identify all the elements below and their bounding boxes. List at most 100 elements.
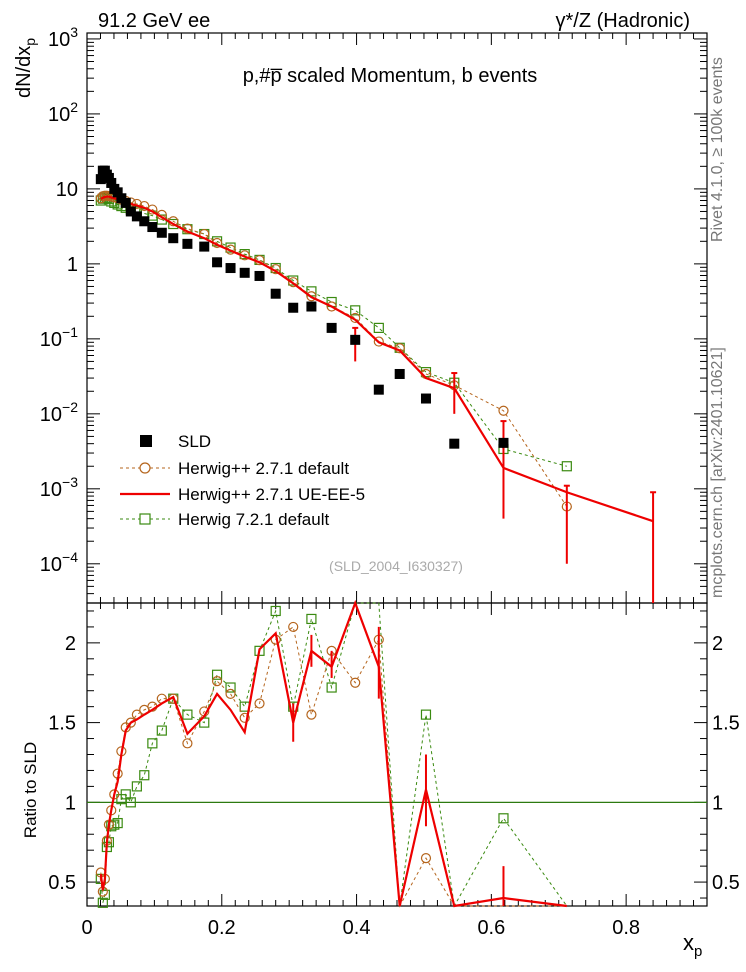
- upper-series-group: [95, 165, 657, 603]
- ratio-herwig7-point: [270, 605, 281, 617]
- ratio-tick-label-right: 1.5: [712, 713, 740, 735]
- ratio-herwig-default-point: [288, 621, 299, 633]
- herwig-default-point: [326, 301, 337, 312]
- y-tick-label: 10−2: [40, 399, 78, 426]
- ratio-tick-label-left: 1.5: [48, 713, 76, 735]
- ratio-herwig-default-point: [420, 853, 432, 864]
- sld-point: [103, 172, 114, 183]
- herwig7-point: [561, 461, 572, 472]
- sld-point: [147, 222, 158, 233]
- x-tick-label: 0.6: [477, 917, 505, 939]
- sld-point: [306, 301, 317, 312]
- legend-label: SLD: [178, 432, 211, 451]
- mcplots-label: mcplots.cern.ch [arXiv:2401.10621]: [709, 347, 726, 598]
- sld-point: [254, 270, 265, 281]
- ratio-tick-label-left: 2: [65, 633, 76, 655]
- reference-label: (SLD_2004_I630327): [329, 558, 463, 574]
- legend-marker-herwig-default: [139, 462, 151, 474]
- legend-marker-herwig7: [139, 513, 151, 525]
- sld-point: [212, 257, 223, 268]
- y-tick-label: 10−4: [40, 549, 78, 576]
- svg-text:dN/dxp: dN/dxp: [13, 38, 38, 98]
- sld-point: [373, 384, 384, 395]
- y-tick-label: 10−1: [40, 324, 78, 351]
- sld-point: [420, 393, 431, 404]
- x-tick-label: 0: [81, 917, 92, 939]
- sld-point: [288, 302, 299, 313]
- sld-point: [270, 288, 281, 299]
- ratio-herwig-default-point: [350, 677, 361, 688]
- herwig-default-point: [306, 291, 317, 302]
- sld-point: [182, 238, 193, 249]
- ratio-herwig-default-point: [125, 717, 136, 728]
- ratio-herwig7-point: [131, 781, 142, 792]
- ratio-herwig-default-point: [254, 698, 265, 709]
- rivet-label: Rivet 4.1.0, ≥ 100k events: [709, 57, 726, 242]
- energy-label: 91.2 GeV ee: [98, 10, 210, 32]
- ratio-herwig7-point: [420, 709, 432, 720]
- ratio-herwig-default-point: [239, 712, 250, 723]
- ratio-herwig-default-point: [182, 738, 193, 749]
- ratio-herwig-default-line: [100, 626, 567, 908]
- ratio-herwig7-point: [498, 813, 509, 824]
- x-axis-label: xp: [683, 930, 702, 960]
- ratio-herwig7-point: [182, 709, 193, 720]
- ratio-herwig7-point: [147, 738, 158, 749]
- ratio-tick-label-left: 0.5: [48, 872, 76, 894]
- sld-point: [199, 241, 210, 252]
- sld-point: [168, 233, 179, 244]
- herwig7-point: [373, 322, 384, 333]
- ratio-herwig7-point: [99, 889, 110, 900]
- ratio-herwig7-line: [100, 602, 568, 908]
- sld-point: [326, 322, 337, 333]
- upper-ylabel-sub: p: [22, 38, 38, 46]
- ratio-herwig7-point: [156, 725, 167, 736]
- y-tick-label: 10: [56, 179, 78, 201]
- x-tick-label: 0.2: [208, 917, 236, 939]
- legend-label: Herwig++ 2.7.1 default: [178, 459, 349, 478]
- ratio-tick-label-right: 2: [712, 633, 723, 655]
- ratio-herwig7-point: [306, 613, 317, 625]
- herwig-default-point: [498, 405, 509, 416]
- xlabel-main: x: [683, 930, 694, 955]
- ratio-herwig7-point: [225, 682, 236, 693]
- legend: SLD Herwig++ 2.7.1 default Herwig++ 2.7.1 …: [120, 432, 365, 529]
- ratio-herwig7-point: [199, 717, 210, 728]
- y-tick-label: 1: [67, 254, 78, 276]
- sld-point: [120, 197, 131, 208]
- ratio-herwig7-point: [97, 897, 108, 908]
- legend-marker-sld: [140, 435, 152, 447]
- sld-point: [350, 334, 361, 345]
- sld-point: [139, 216, 150, 227]
- svg-text:xp: xp: [683, 930, 702, 960]
- ratio-herwig-default-point: [306, 709, 317, 720]
- y-tick-label: 102: [48, 99, 78, 126]
- ratio-herwig-ueee5-line: [99, 599, 567, 908]
- upper-ylabel-main: dN/dx: [13, 46, 35, 98]
- herwig7-point: [350, 305, 361, 316]
- ratio-herwig7-point: [103, 837, 115, 848]
- herwig-default-point: [373, 336, 384, 347]
- sld-point: [125, 206, 136, 217]
- ratio-herwig-default-point: [211, 676, 223, 687]
- herwig-ueee5-line: [100, 195, 654, 523]
- sld-point: [394, 368, 405, 379]
- ratio-herwig7-point: [211, 669, 223, 680]
- ratio-herwig7-point: [326, 682, 337, 693]
- process-label: γ*/Z (Hadronic): [556, 10, 690, 32]
- ratio-tick-label-right: 1: [712, 792, 723, 814]
- lower-series-group: [95, 599, 568, 908]
- y-tick-label: 10−3: [40, 474, 78, 501]
- sld-point: [239, 267, 250, 278]
- ratio-herwig7-point: [125, 797, 136, 808]
- sld-point: [498, 437, 509, 448]
- ratio-herwig-default-point: [225, 688, 236, 700]
- sld-point: [225, 263, 236, 274]
- sld-point: [156, 227, 167, 238]
- x-tick-label: 0.4: [343, 917, 371, 939]
- herwig7-point: [168, 218, 179, 230]
- sld-point: [131, 211, 142, 222]
- sld-point: [449, 438, 460, 449]
- sld-point: [106, 177, 117, 188]
